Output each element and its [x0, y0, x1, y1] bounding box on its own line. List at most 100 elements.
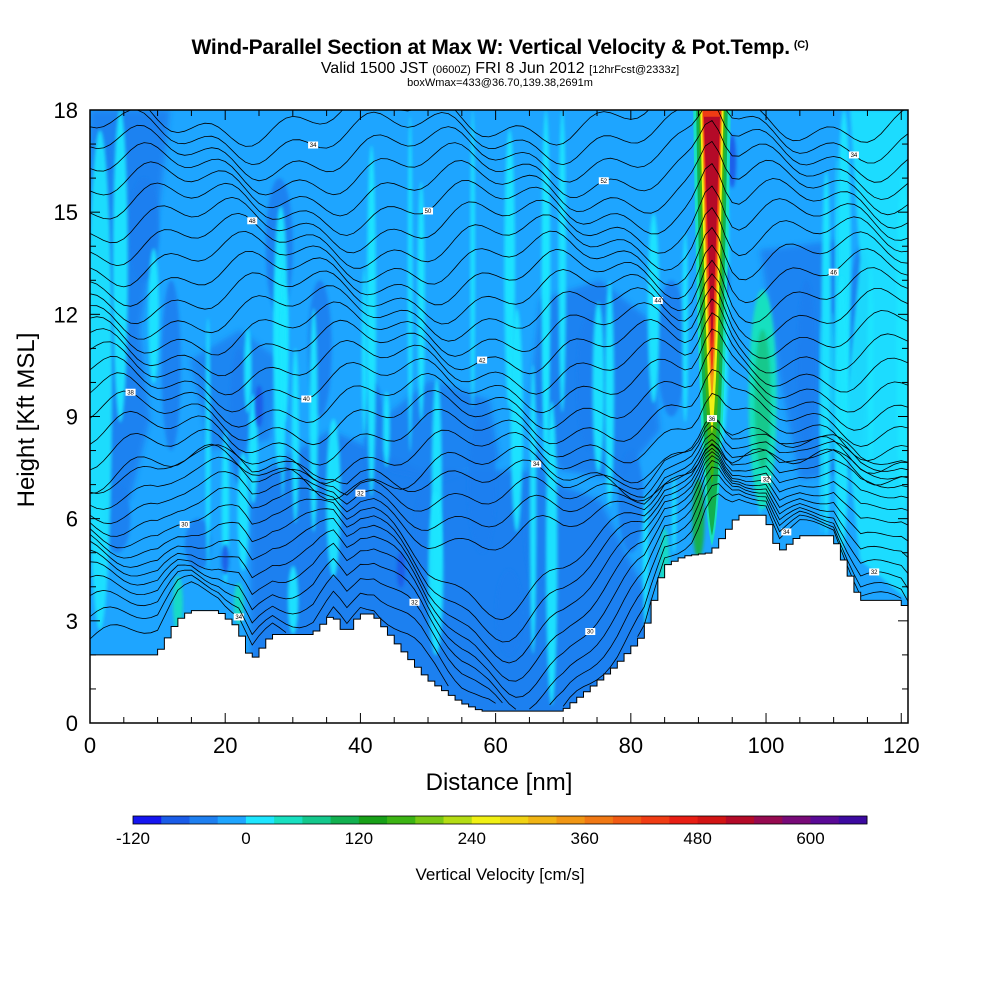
colorbar-tick-label: 600	[796, 829, 824, 848]
velocity-region	[161, 280, 181, 451]
velocity-region	[657, 280, 686, 417]
colorbar-swatch	[302, 816, 332, 824]
isentrope-label: 34	[851, 153, 858, 159]
velocity-region	[618, 450, 644, 553]
isentrope-label-bg	[761, 475, 772, 483]
forecast-info: [12hrFcst@2333z]	[589, 64, 680, 76]
velocity-region	[545, 401, 558, 706]
velocity-region	[510, 308, 523, 532]
colorbar-tick-label: 0	[241, 829, 250, 848]
isentrope-label-bg	[179, 520, 190, 528]
colorbar-tick-label: -120	[116, 829, 150, 848]
colorbar-swatch	[471, 816, 501, 824]
isentrope-label: 48	[249, 219, 256, 225]
isentrope-line	[90, 244, 908, 307]
velocity-region	[408, 115, 413, 453]
velocity-region	[470, 110, 475, 409]
isentrope-line	[90, 163, 908, 236]
y-tick-label: 6	[66, 507, 78, 532]
isentrope-label-bg	[247, 217, 258, 225]
colorbar: -120 0 120 240 360 480 600	[116, 815, 868, 848]
velocity-region	[495, 569, 523, 655]
box-info: boxWmax=433@36.70,139.38,2691m	[407, 77, 593, 89]
isentrope-label: 50	[425, 209, 432, 215]
colorbar-swatch	[415, 816, 445, 824]
velocity-region	[148, 248, 160, 384]
isentrope-line	[90, 460, 908, 698]
isentrope-line	[725, 110, 908, 164]
velocity-region	[229, 348, 248, 485]
isentrope-line	[90, 443, 908, 502]
valid-utc: (0600Z)	[432, 64, 471, 76]
isentrope-line	[90, 432, 908, 531]
isentrope-line	[95, 110, 343, 147]
x-axis-title: Distance [nm]	[426, 769, 573, 796]
updraft-core-band	[703, 116, 720, 349]
isentrope-label: 42	[479, 358, 486, 364]
velocity-region	[112, 110, 128, 423]
colorbar-swatch	[500, 816, 529, 824]
isentrope-label: 32	[411, 600, 418, 606]
updraft-low-level	[692, 478, 705, 559]
isentrope-line	[759, 110, 905, 143]
velocity-region	[361, 267, 367, 438]
isentrope-label: 38	[127, 390, 134, 396]
x-tick-label: 20	[213, 733, 237, 758]
colorbar-swatch	[584, 816, 614, 824]
colorbar-swatch	[697, 816, 727, 824]
isentrope-line	[90, 392, 908, 466]
y-tick-label: 3	[66, 609, 78, 634]
isentrope-line	[90, 347, 908, 431]
velocity-region	[309, 308, 318, 533]
isentrope-label-bg	[355, 489, 366, 497]
isentrope-line	[399, 110, 650, 146]
isentrope-label-bg	[477, 356, 488, 364]
colorbar-swatch	[528, 816, 557, 824]
isentrope-line	[90, 455, 908, 682]
isentrope-line	[90, 581, 287, 646]
isentrope-line	[90, 110, 908, 183]
isentrope-label-bg	[531, 460, 542, 468]
colorbar-swatch	[556, 816, 586, 824]
velocity-region	[184, 518, 212, 570]
colorbar-swatch	[669, 816, 699, 824]
isentrope-line	[549, 474, 908, 706]
plot-area: 34 34 32 32 30 32 30 32 34 36 38 40 42 44 46 48 50 52 34 34	[90, 110, 908, 723]
isentrope-line	[90, 425, 908, 512]
isentrope-line	[90, 369, 908, 447]
isentrope-label-bg	[585, 628, 596, 636]
velocity-region	[291, 347, 299, 524]
velocity-region	[383, 391, 390, 468]
isentrope-label-bg	[781, 528, 792, 536]
velocity-region	[248, 393, 258, 504]
isentrope-label: 34	[235, 615, 242, 621]
isentrope-label: 40	[303, 397, 310, 403]
velocity-region	[797, 280, 816, 451]
velocity-region	[255, 385, 264, 428]
velocity-region	[428, 491, 444, 656]
isentrope-label: 44	[655, 299, 662, 305]
velocity-region	[682, 232, 689, 423]
copyright-mark: (C)	[793, 39, 809, 51]
colorbar-swatch	[387, 816, 416, 824]
colorbar-title: Vertical Velocity [cm/s]	[415, 865, 584, 884]
colorbar-swatch	[217, 816, 247, 824]
isentrope-line	[90, 439, 908, 551]
colorbar-swatch	[358, 816, 388, 824]
isentrope-line	[90, 451, 908, 664]
isentrope-line	[90, 285, 908, 359]
isentrope-line	[90, 328, 908, 414]
isentrope-line	[90, 447, 908, 643]
x-tick-label: 80	[619, 733, 643, 758]
x-tick-label: 40	[348, 733, 372, 758]
isentrope-line	[90, 185, 908, 254]
velocity-region	[244, 328, 252, 414]
colorbar-swatch	[641, 816, 670, 824]
x-tick-label: 0	[84, 733, 96, 758]
isentrope-line	[562, 483, 908, 707]
colorbar-swatch	[612, 816, 642, 824]
isentrope-label: 34	[310, 143, 317, 149]
x-tick-label: 60	[483, 733, 507, 758]
velocity-region	[504, 129, 516, 409]
velocity-region	[221, 544, 230, 575]
